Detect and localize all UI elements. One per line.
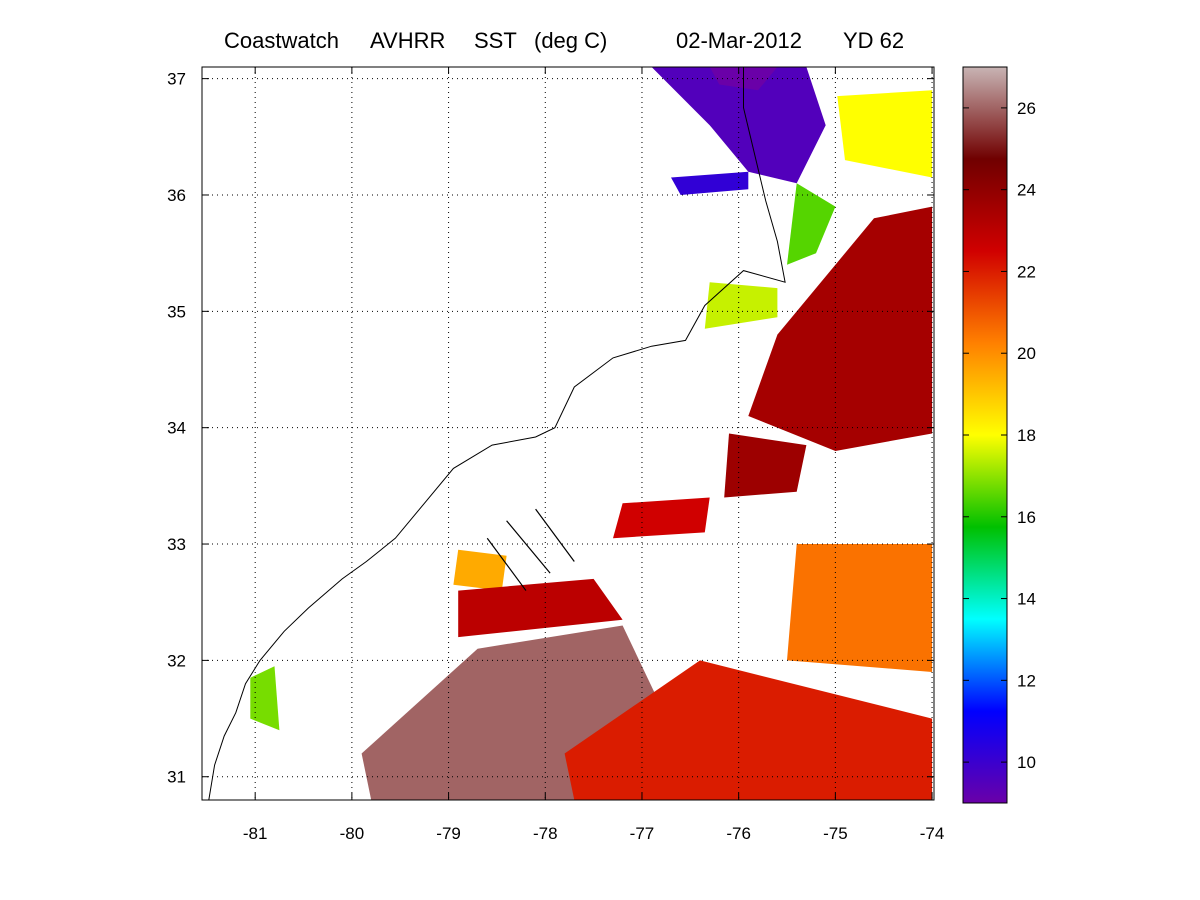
colorbar-tick-label: 10	[1017, 753, 1036, 772]
y-tick-label: 33	[167, 535, 186, 554]
sst-region-0	[651, 67, 826, 184]
x-tick-label: -79	[436, 824, 461, 843]
colorbar-tick-label: 20	[1017, 344, 1036, 363]
y-tick-label: 34	[167, 419, 186, 438]
sst-region-2	[671, 171, 749, 195]
sst-data-layer	[250, 67, 933, 800]
title-sensor: AVHRR	[370, 28, 446, 53]
sst-region-8	[613, 497, 710, 539]
x-tick-label: -78	[533, 824, 558, 843]
x-tick-label: -81	[243, 824, 268, 843]
x-tick-label: -74	[920, 824, 945, 843]
sst-region-14	[250, 666, 280, 731]
x-tick-label: -80	[340, 824, 365, 843]
sst-region-10	[453, 549, 507, 591]
y-tick-label: 36	[167, 186, 186, 205]
colorbar-tick-label: 24	[1017, 181, 1036, 200]
y-tick-label: 35	[167, 302, 186, 321]
transect-line	[506, 520, 551, 574]
title-units: (deg C)	[534, 28, 608, 53]
x-tick-label: -75	[823, 824, 848, 843]
y-tick-label: 32	[167, 651, 186, 670]
sst-region-7	[724, 433, 807, 498]
y-tick-label: 37	[167, 70, 186, 89]
colorbar-tick-label: 14	[1017, 590, 1036, 609]
colorbar-tick-label: 18	[1017, 426, 1036, 445]
chart-title: Coastwatch AVHRR SST (deg C) 02-Mar-2012…	[0, 28, 1200, 58]
colorbar-tick-label: 16	[1017, 508, 1036, 527]
sst-region-13	[564, 660, 933, 800]
coastline-path	[208, 67, 786, 801]
sst-region-6	[748, 206, 933, 451]
title-yearday: YD 62	[843, 28, 905, 53]
x-tick-label: -77	[630, 824, 655, 843]
sst-region-3	[837, 90, 933, 178]
sst-region-5	[704, 282, 778, 329]
sst-region-11	[458, 578, 623, 638]
axis-ticks: -81 -80 -79 -78 -77 -76 -75 -74 31 32 33 34 35 36 37	[167, 67, 944, 843]
x-tick-label: -76	[726, 824, 751, 843]
transect-line	[535, 508, 575, 562]
title-product: SST	[474, 28, 517, 53]
transect-lines	[486, 508, 575, 591]
colorbar-ticks: 10 12 14 16 18 20 22 24 26	[963, 99, 1036, 772]
colorbar-tick-label: 12	[1017, 671, 1036, 690]
transect-line	[486, 537, 527, 591]
sst-region-9	[787, 544, 933, 672]
colorbar-scale	[962, 66, 1008, 804]
y-tick-label: 31	[167, 768, 186, 787]
grid-lines	[202, 67, 934, 800]
sst-region-4	[787, 183, 836, 265]
plot-frame	[201, 66, 935, 801]
title-source: Coastwatch	[224, 28, 339, 53]
colorbar-tick-label: 22	[1017, 262, 1036, 281]
title-date: 02-Mar-2012	[676, 28, 802, 53]
coastline	[208, 67, 786, 801]
colorbar-tick-label: 26	[1017, 99, 1036, 118]
